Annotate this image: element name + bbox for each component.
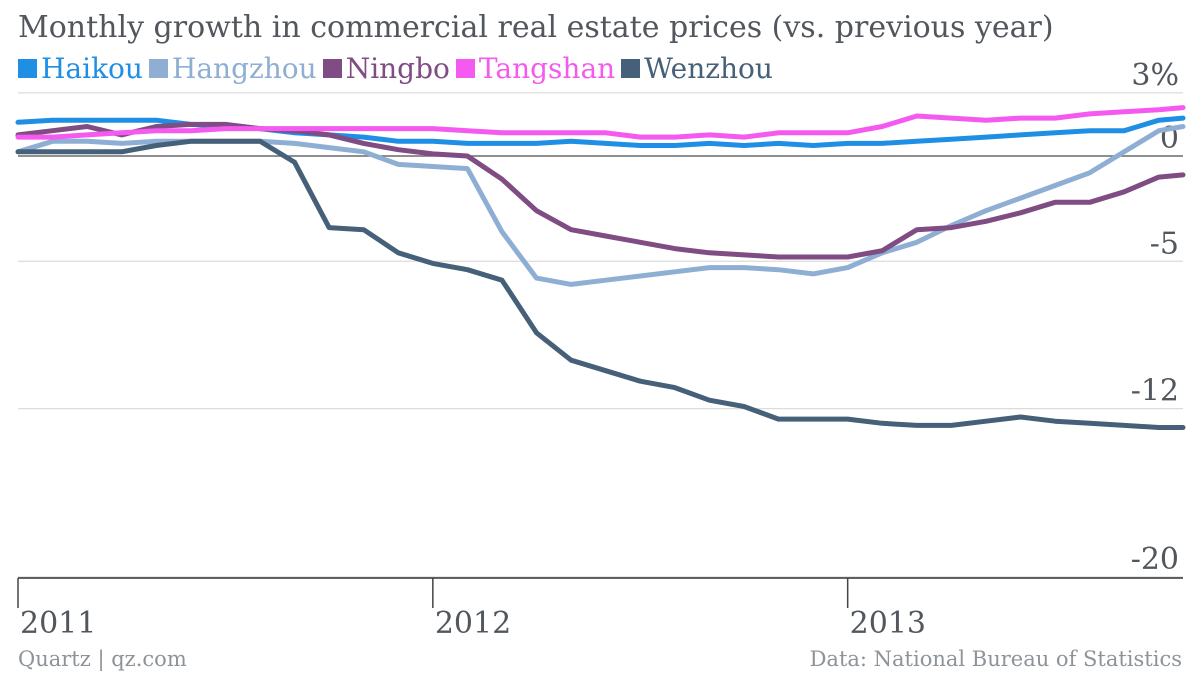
y-tick-label-20: -20 (1131, 542, 1179, 577)
legend-swatch-tangshan (455, 59, 475, 78)
series-line-wenzhou (15, 138, 1186, 430)
gridlines (18, 92, 1183, 578)
x-tick-label-2012: 2012 (435, 606, 511, 641)
x-tick-label-2011: 2011 (20, 606, 96, 641)
x-axis-ticks: 2011 2012 2013 (17, 577, 1183, 641)
footer-source: Quartz | qz.com (18, 647, 187, 671)
legend: Haikou Hangzhou Ningbo Tangshan Wenzhou (18, 52, 779, 85)
legend-item-wenzhou: Wenzhou (621, 52, 773, 85)
legend-label-haikou: Haikou (41, 52, 143, 85)
legend-label-hangzhou: Hangzhou (171, 52, 317, 85)
legend-item-hangzhou: Hangzhou (148, 52, 317, 85)
legend-label-tangshan: Tangshan (478, 52, 616, 85)
y-tick-label-5: -5 (1150, 226, 1179, 261)
series-lines (15, 105, 1186, 430)
legend-swatch-ningbo (322, 59, 342, 78)
chart-title: Monthly growth in commercial real estate… (18, 10, 1054, 45)
legend-swatch-wenzhou (621, 59, 641, 78)
footer-credit: Data: National Bureau of Statistics (809, 647, 1182, 671)
x-tick-label-2013: 2013 (850, 606, 926, 641)
y-tick-label-3: 3% (1131, 58, 1179, 93)
legend-swatch-haikou (18, 59, 37, 78)
legend-label-wenzhou: Wenzhou (644, 52, 773, 85)
legend-item-tangshan: Tangshan (455, 52, 616, 85)
legend-item-ningbo: Ningbo (322, 52, 450, 85)
series-line-ningbo (15, 121, 1186, 260)
y-axis-ticks: 3%0-5-12-20 (1131, 58, 1179, 577)
series-line-tangshan (15, 105, 1186, 140)
legend-label-ningbo: Ningbo (345, 52, 450, 85)
y-tick-label-12: -12 (1131, 374, 1179, 409)
legend-item-haikou: Haikou (18, 52, 143, 85)
legend-swatch-hangzhou (148, 59, 168, 78)
